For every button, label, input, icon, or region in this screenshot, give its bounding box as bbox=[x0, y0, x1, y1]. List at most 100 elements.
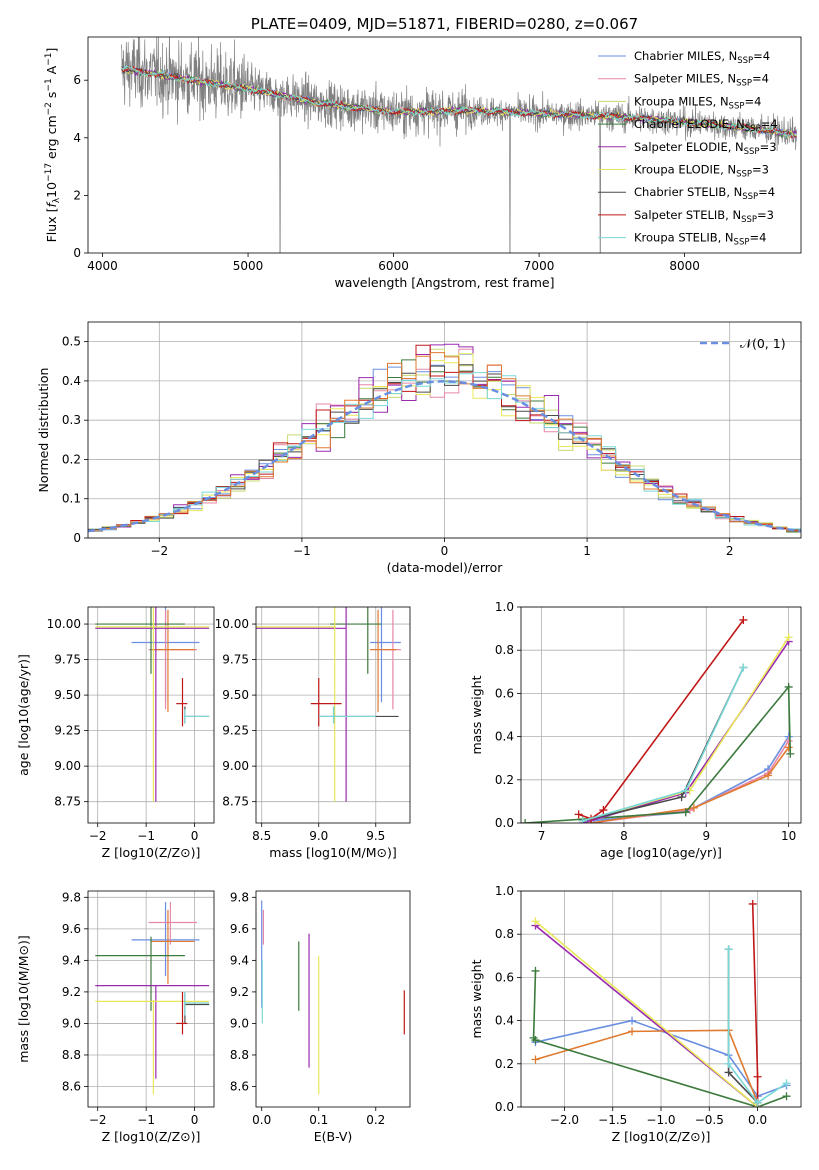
plus-marker bbox=[531, 917, 540, 926]
y-tick-label: 8.75 bbox=[54, 795, 81, 809]
spectrum-model-line bbox=[121, 64, 797, 139]
x-tick-label: 0.0 bbox=[748, 1113, 767, 1127]
legend-label: Kroupa STELIB, NSSP=4 bbox=[634, 231, 766, 248]
plus-marker bbox=[739, 615, 748, 624]
axes-residuals: −2 −1 0 1 2 0 0.1 0.2 0.3 0.4 0.5 bbox=[62, 322, 801, 558]
legend-label: Kroupa MILES, NSSP=4 bbox=[634, 94, 761, 111]
axes-frame bbox=[255, 606, 411, 824]
y-tick-label: 0.0 bbox=[495, 1100, 514, 1114]
y-tick-label: 9.2 bbox=[62, 985, 81, 999]
lines-weight_vs_Z bbox=[529, 899, 791, 1107]
plus-marker bbox=[628, 1027, 637, 1036]
legend-label: Chabrier STELIB, NSSP=4 bbox=[634, 185, 775, 202]
x-tick-label: 9.5 bbox=[366, 829, 385, 843]
plus-marker bbox=[753, 1098, 762, 1107]
x-axis-label: age [log10(age/yr)] bbox=[600, 845, 722, 860]
axes-frame bbox=[255, 890, 411, 1108]
lines-weight_vs_age bbox=[521, 615, 795, 823]
x-tick-label: −1 bbox=[293, 544, 311, 558]
x-tick-label: 8000 bbox=[669, 259, 700, 273]
y-tick-label: 0.4 bbox=[62, 374, 81, 388]
plus-marker bbox=[628, 1016, 637, 1025]
legend-label: Kroupa ELODIE, NSSP=3 bbox=[634, 163, 769, 180]
legend-label: Salpeter ELODIE, NSSP=3 bbox=[634, 140, 777, 157]
weight-line bbox=[535, 1029, 759, 1103]
axes-frame bbox=[520, 890, 802, 1108]
y-tick-label: 8.6 bbox=[62, 1080, 81, 1094]
y-tick-label: 0.2 bbox=[495, 773, 514, 787]
axes-age_vs_Z: −2 −1 0 8.75 9.00 9.25 9.50 9.75 10.00 bbox=[47, 607, 214, 843]
y-tick-label: 9.00 bbox=[222, 759, 249, 773]
y-tick-label: 9.75 bbox=[222, 653, 249, 667]
plus-marker bbox=[681, 786, 690, 795]
x-tick-label: 4000 bbox=[87, 259, 118, 273]
plus-marker bbox=[599, 806, 608, 815]
x-tick-label: 6000 bbox=[378, 259, 409, 273]
x-tick-label: 8 bbox=[620, 829, 628, 843]
y-tick-label: 0.4 bbox=[495, 730, 514, 744]
plus-marker bbox=[724, 945, 733, 954]
x-tick-label: 0 bbox=[441, 544, 449, 558]
y-tick-label: 6 bbox=[73, 73, 81, 87]
weight-line bbox=[727, 949, 759, 1104]
y-axis-label: age [log10(age/yr)] bbox=[16, 654, 31, 776]
x-tick-label: −2 bbox=[150, 544, 168, 558]
y-tick-label: 1.0 bbox=[495, 884, 514, 898]
x-tick-label: −1 bbox=[137, 1113, 155, 1127]
y-axis-label: mass weight bbox=[469, 675, 484, 754]
legend-label: Salpeter STELIB, NSSP=3 bbox=[634, 208, 774, 225]
legend-label: Chabrier MILES, NSSP=4 bbox=[634, 49, 770, 66]
plus-marker bbox=[531, 1055, 540, 1064]
y-tick-label: 9.25 bbox=[222, 724, 249, 738]
plus-marker bbox=[578, 816, 587, 823]
points-mass_vs_Z bbox=[95, 902, 210, 1095]
plus-marker bbox=[574, 810, 583, 819]
normal-curve bbox=[87, 380, 802, 533]
x-tick-label: 0.2 bbox=[366, 1113, 385, 1127]
y-tick-label: 1.0 bbox=[495, 600, 514, 614]
y-tick-label: 9.8 bbox=[230, 890, 249, 904]
y-tick-label: 0.0 bbox=[495, 816, 514, 830]
y-tick-label: 9.50 bbox=[222, 688, 249, 702]
axes-age_vs_mass: 8.5 9.0 9.5 8.75 9.00 9.25 9.50 9.75 10.00 bbox=[215, 607, 410, 843]
y-tick-label: 0.6 bbox=[495, 970, 514, 984]
y-tick-label: 9.8 bbox=[62, 890, 81, 904]
y-tick-label: 9.25 bbox=[54, 724, 81, 738]
points-mass_vs_ebv bbox=[261, 900, 405, 1095]
plus-marker bbox=[677, 793, 686, 802]
plus-marker bbox=[782, 1092, 791, 1101]
y-tick-label: 0 bbox=[73, 246, 81, 260]
x-tick-label: 7000 bbox=[524, 259, 555, 273]
plus-marker bbox=[689, 803, 698, 812]
points-age_vs_mass bbox=[256, 607, 401, 802]
y-tick-label: 8.8 bbox=[62, 1048, 81, 1062]
axes-frame bbox=[87, 890, 215, 1108]
x-tick-label: −1 bbox=[137, 829, 155, 843]
plus-marker bbox=[739, 663, 748, 672]
axes-frame bbox=[520, 606, 802, 824]
x-tick-label: 1 bbox=[583, 544, 591, 558]
legend-label: 𝒩(0, 1) bbox=[740, 336, 786, 351]
y-axis-label: Flux [fλ10−17 erg cm−2 s−1 A−1] bbox=[44, 48, 62, 243]
axes-weight_vs_age: 7 8 9 10 0.0 0.2 0.4 0.6 0.8 1.0 bbox=[495, 600, 801, 843]
y-axis-label: mass [log10(M/M⊙)] bbox=[16, 935, 31, 1063]
legend-label: Chabrier ELODIE, NSSP=4 bbox=[634, 117, 778, 134]
spectrum-legend: Chabrier MILES, NSSP=4 Salpeter MILES, NS… bbox=[598, 49, 778, 248]
x-tick-label: 0 bbox=[191, 1113, 199, 1127]
plus-marker bbox=[784, 682, 793, 691]
plus-marker bbox=[724, 1059, 733, 1068]
y-tick-label: 0.5 bbox=[62, 335, 81, 349]
histogram-step-line bbox=[88, 352, 801, 532]
y-tick-label: 0 bbox=[73, 531, 81, 545]
x-tick-label: 8.5 bbox=[252, 829, 271, 843]
x-tick-label: 0 bbox=[191, 829, 199, 843]
x-tick-label: 0.0 bbox=[252, 1113, 271, 1127]
axes-frame bbox=[87, 321, 802, 539]
x-tick-label: −2 bbox=[89, 1113, 107, 1127]
plus-marker bbox=[521, 819, 530, 823]
x-axis-label: Z [log10(Z/Z⊙)] bbox=[102, 845, 201, 860]
plus-marker bbox=[681, 808, 690, 817]
y-tick-label: 9.4 bbox=[62, 953, 81, 967]
y-tick-label: 10.00 bbox=[215, 617, 249, 631]
